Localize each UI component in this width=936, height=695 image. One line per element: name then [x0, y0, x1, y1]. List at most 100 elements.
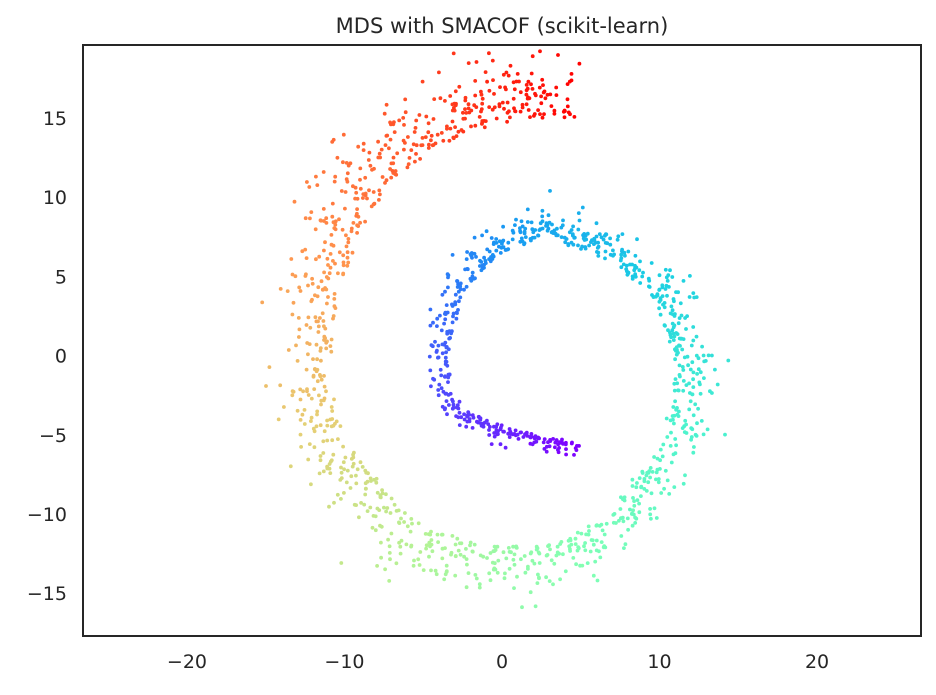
scatter-point	[565, 104, 570, 109]
scatter-point	[455, 403, 460, 408]
scatter-point	[450, 534, 455, 538]
scatter-point	[395, 151, 400, 156]
scatter-point	[576, 546, 581, 551]
scatter-point	[314, 424, 319, 429]
scatter-point	[370, 525, 375, 530]
scatter-point	[498, 427, 503, 432]
scatter-point	[539, 94, 543, 99]
scatter-point	[315, 412, 319, 417]
scatter-point	[345, 171, 350, 176]
scatter-point	[349, 229, 354, 234]
scatter-point	[325, 256, 330, 261]
scatter-point	[532, 561, 537, 566]
scatter-point	[447, 336, 452, 341]
scatter-point	[617, 518, 621, 523]
scatter-point	[657, 306, 661, 311]
scatter-point	[604, 232, 608, 237]
scatter-point	[379, 540, 383, 545]
scatter-point	[441, 138, 446, 143]
scatter-point	[671, 405, 676, 409]
scatter-point	[656, 480, 661, 485]
scatter-point	[444, 399, 449, 403]
scatter-point	[330, 438, 335, 443]
scatter-point	[473, 123, 478, 128]
scatter-point	[351, 221, 356, 225]
scatter-point	[537, 575, 541, 580]
scatter-point	[298, 289, 303, 293]
scatter-point	[518, 239, 523, 244]
scatter-point	[633, 521, 638, 525]
scatter-point	[418, 550, 423, 554]
scatter-point	[445, 331, 450, 336]
scatter-point	[523, 226, 528, 231]
scatter-point	[628, 262, 632, 267]
scatter-point	[328, 344, 333, 348]
scatter-point	[509, 431, 513, 436]
scatter-point	[318, 218, 323, 223]
scatter-point	[443, 355, 448, 360]
scatter-point	[482, 125, 487, 130]
scatter-point	[488, 551, 493, 555]
scatter-point	[315, 409, 320, 414]
scatter-point	[322, 270, 326, 275]
scatter-point	[428, 532, 433, 537]
scatter-point	[563, 569, 568, 574]
scatter-point	[599, 235, 604, 240]
scatter-point	[513, 428, 518, 433]
scatter-point	[431, 320, 435, 325]
scatter-point	[530, 558, 535, 563]
scatter-point	[554, 553, 559, 558]
scatter-point	[413, 126, 418, 130]
scatter-point	[437, 382, 442, 387]
scatter-point	[630, 484, 635, 488]
scatter-point	[608, 242, 613, 247]
scatter-point	[298, 432, 303, 437]
y-tick-label: −15	[27, 583, 67, 605]
scatter-point	[308, 325, 313, 330]
scatter-point	[539, 101, 544, 106]
scatter-point	[278, 287, 283, 291]
scatter-point	[479, 89, 483, 94]
scatter-point	[548, 189, 552, 193]
scatter-point	[546, 544, 550, 548]
scatter-point	[436, 388, 441, 392]
scatter-point	[506, 546, 511, 550]
scatter-point	[317, 393, 321, 398]
scatter-point	[513, 109, 518, 114]
scatter-point	[445, 412, 449, 417]
scatter-point	[527, 96, 532, 101]
scatter-point	[472, 542, 477, 547]
scatter-point	[333, 261, 337, 266]
scatter-point	[289, 257, 294, 261]
scatter-point	[307, 442, 312, 446]
scatter-point	[424, 546, 428, 551]
scatter-point	[310, 281, 315, 286]
scatter-point	[485, 556, 489, 560]
scatter-point	[363, 193, 368, 198]
scatter-point	[671, 417, 675, 422]
scatter-point	[318, 423, 323, 428]
scatter-point	[295, 359, 300, 363]
scatter-point	[450, 320, 455, 325]
scatter-point	[684, 422, 688, 427]
scatter-point	[384, 509, 388, 514]
scatter-point	[494, 237, 499, 241]
scatter-point	[665, 435, 670, 439]
scatter-point	[337, 250, 342, 255]
scatter-point	[692, 445, 696, 449]
scatter-point	[623, 253, 627, 258]
scatter-point	[695, 421, 699, 426]
scatter-point	[665, 478, 670, 483]
scatter-point	[663, 468, 668, 473]
scatter-point	[384, 492, 388, 497]
scatter-point	[424, 114, 429, 119]
scatter-point	[673, 451, 678, 456]
scatter-point	[498, 442, 503, 447]
scatter-point	[538, 112, 542, 116]
scatter-point	[663, 287, 668, 291]
scatter-point	[424, 543, 429, 548]
scatter-point	[346, 260, 351, 265]
scatter-point	[492, 105, 497, 110]
scatter-point	[487, 249, 492, 254]
scatter-point	[414, 143, 419, 148]
